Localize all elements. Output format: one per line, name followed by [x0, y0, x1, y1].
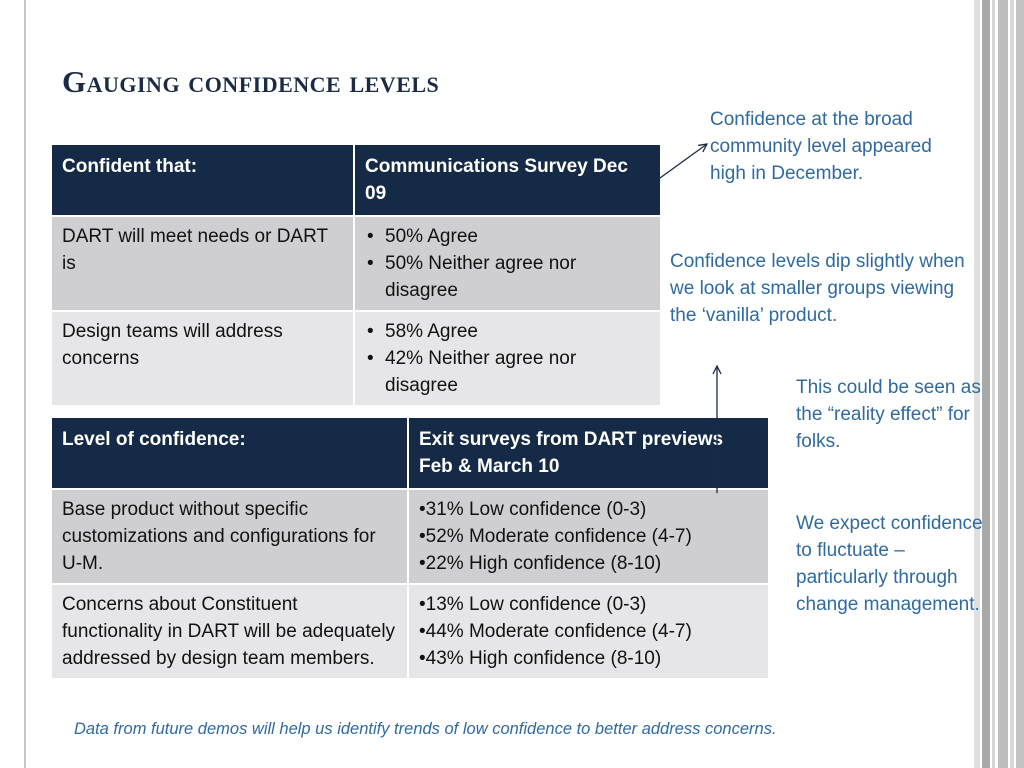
- table1-row1-values: 50% Agree 50% Neither agree nor disagree: [353, 215, 660, 311]
- table2-header-level: Level of confidence:: [52, 418, 408, 489]
- list-item: •13% Low confidence (0-3): [419, 594, 647, 615]
- list-item: •44% Moderate confidence (4-7): [419, 621, 692, 642]
- list-item: 42% Neither agree nor disagree: [365, 345, 650, 399]
- table2-row1-values: •31% Low confidence (0-3) •52% Moderate …: [407, 488, 768, 584]
- arrow-to-note1: [659, 144, 707, 179]
- note-confidence-dip: Confidence levels dip slightly when we l…: [670, 251, 965, 326]
- exit-survey-table: Level of confidence: Exit surveys from D…: [52, 418, 768, 678]
- list-item: •31% Low confidence (0-3): [419, 499, 647, 520]
- list-item: •22% High confidence (8-10): [419, 553, 662, 574]
- note-expect-fluctuation: We expect confidence to fluctuate – part…: [796, 513, 983, 615]
- table2-row2-values: •13% Low confidence (0-3) •44% Moderate …: [407, 583, 768, 678]
- right-decorative-bars: [974, 0, 1024, 768]
- slide-title: Gauging confidence levels: [62, 64, 440, 99]
- table-row: Design teams will address concerns 58% A…: [52, 310, 660, 405]
- list-item: •43% High confidence (8-10): [419, 648, 662, 669]
- table-row: Concerns about Constituent functionality…: [52, 583, 768, 678]
- table1-row2-values: 58% Agree 42% Neither agree nor disagree: [353, 310, 660, 405]
- table1-header-confident: Confident that:: [52, 145, 354, 216]
- note-broad-community: Confidence at the broad community level …: [710, 109, 932, 184]
- table1-header-survey: Communications Survey Dec 09: [353, 145, 660, 216]
- left-border-line: [24, 0, 26, 768]
- table1-row1-label: DART will meet needs or DART is: [52, 215, 354, 311]
- confidence-survey-table: Confident that: Communications Survey De…: [52, 145, 660, 405]
- list-item: •52% Moderate confidence (4-7): [419, 526, 692, 547]
- table1-row2-label: Design teams will address concerns: [52, 310, 354, 405]
- table2-row2-label: Concerns about Constituent functionality…: [52, 583, 408, 678]
- footer-note: Data from future demos will help us iden…: [74, 720, 777, 738]
- list-item: 58% Agree: [365, 318, 650, 345]
- list-item: 50% Neither agree nor disagree: [365, 250, 650, 304]
- table2-row1-label: Base product without specific customizat…: [52, 488, 408, 584]
- table-row: Base product without specific customizat…: [52, 488, 768, 584]
- list-item: 50% Agree: [365, 223, 650, 250]
- table2-header-exit-surveys: Exit surveys from DART previews Feb & Ma…: [407, 418, 768, 489]
- note-reality-effect: This could be seen as the “reality effec…: [796, 377, 981, 452]
- table-row: DART will meet needs or DART is 50% Agre…: [52, 215, 660, 311]
